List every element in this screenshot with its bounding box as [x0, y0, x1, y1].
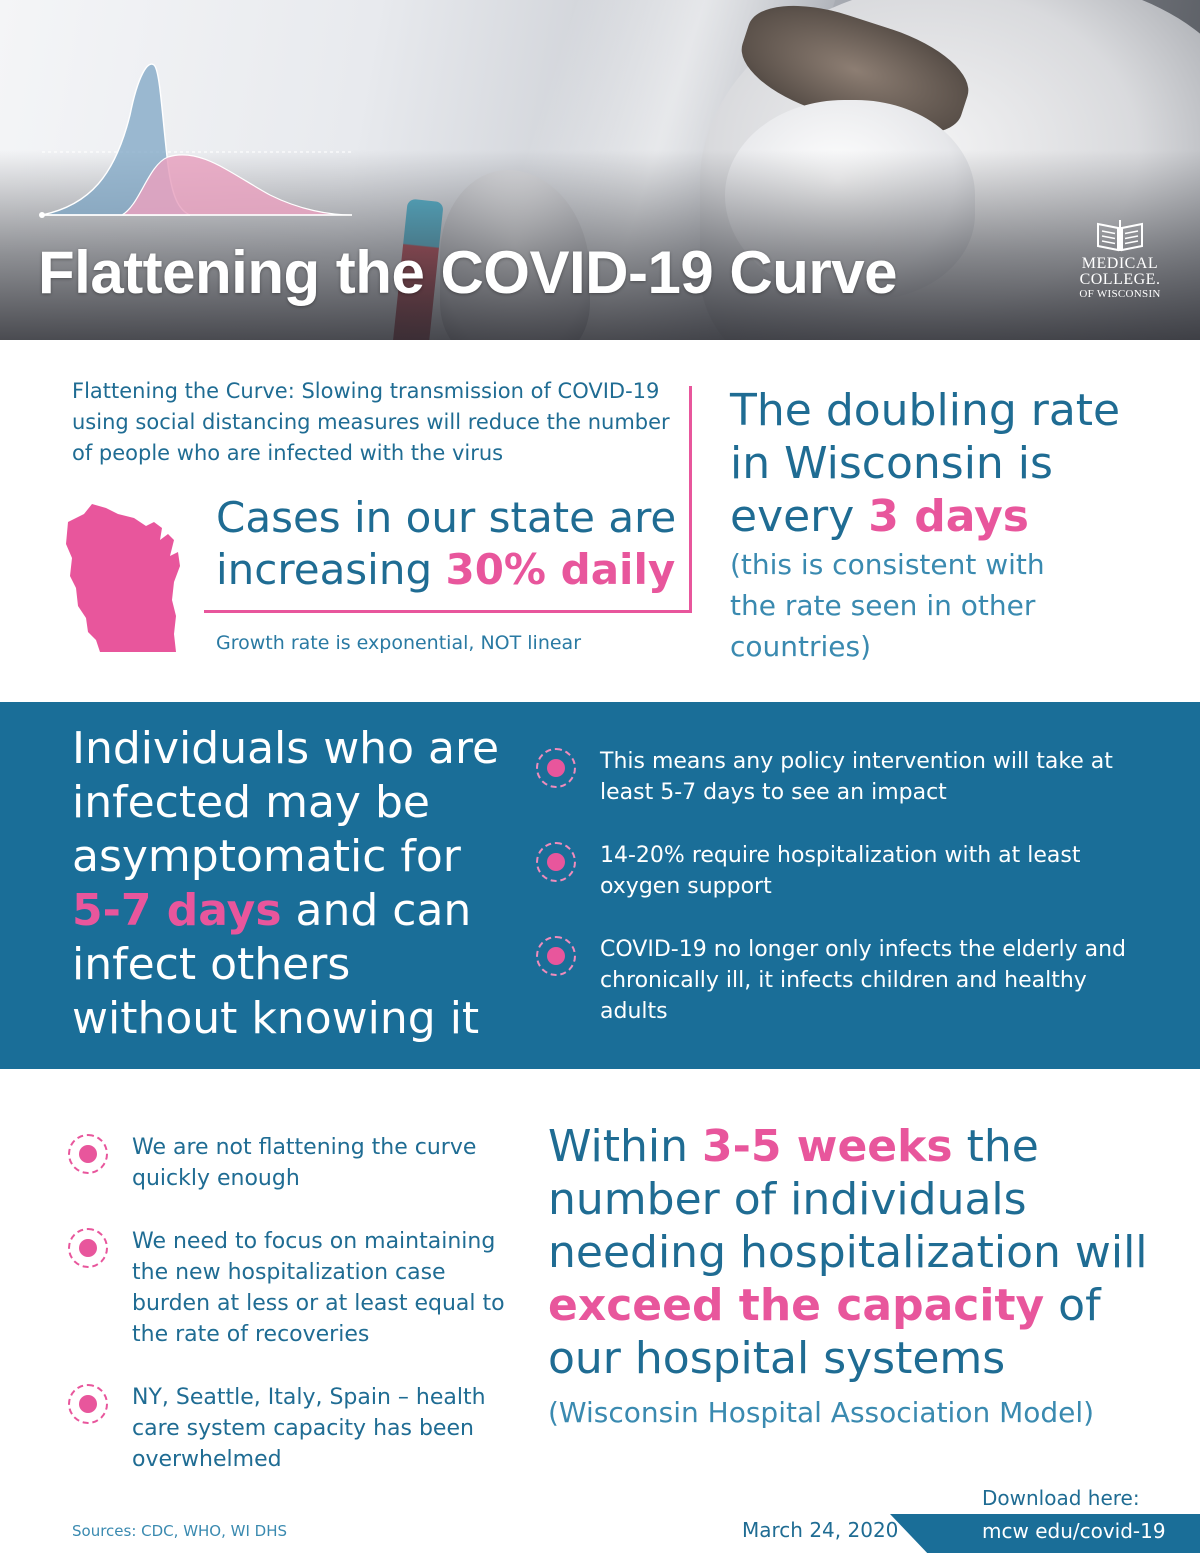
asym-highlight: 5-7 days [72, 885, 282, 936]
asym-text-2: and can infect others without knowing it [72, 885, 480, 1044]
intro-text: Flattening the Curve: Slowing transmissi… [72, 379, 670, 465]
pink-dot-icon [68, 1134, 108, 1174]
sources-note: Sources: CDC, WHO, WI DHS [72, 1522, 288, 1540]
within-text-2: the number of individuals needing hospit… [548, 1121, 1148, 1278]
pink-dot-icon [68, 1384, 108, 1424]
mcw-logo: MEDICAL COLLEGE. OF WISCONSIN [1062, 218, 1178, 301]
hero-banner: Flattening the COVID-19 Curve MEDICAL CO… [0, 0, 1200, 340]
within-text-3: of our hospital systems [548, 1280, 1101, 1384]
bullet-text: This means any policy intervention will … [600, 749, 1113, 805]
list-item: This means any policy intervention will … [536, 746, 1136, 808]
logo-line-3: OF WISCONSIN [1079, 288, 1161, 300]
capacity-statement: Within 3-5 weeks the number of individua… [548, 1120, 1148, 1385]
bullet-text: We need to focus on maintaining the new … [132, 1229, 505, 1347]
download-banner[interactable] [890, 1514, 1200, 1553]
model-source: (Wisconsin Hospital Association Model) [548, 1396, 1095, 1429]
download-label: Download here: [982, 1486, 1140, 1510]
flatten-curve-icon [39, 63, 353, 218]
within-text-1: Within [548, 1121, 702, 1172]
bullet-text: 14-20% require hospitalization with at l… [600, 843, 1081, 899]
asymptomatic-statement: Individuals who are infected may be asym… [72, 722, 512, 1046]
page-title: Flattening the COVID-19 Curve [38, 239, 897, 306]
bottom-bullet-list: We are not flattening the curve quickly … [68, 1132, 508, 1507]
pink-bracket-divider [204, 386, 692, 613]
doubling-highlight: 3 days [868, 491, 1029, 542]
within-highlight-capacity: exceed the capacity [548, 1280, 1045, 1331]
pink-dot-icon [536, 748, 576, 788]
pink-dot-icon [68, 1228, 108, 1268]
list-item: We need to focus on maintaining the new … [68, 1226, 508, 1350]
list-item: 14-20% require hospitalization with at l… [536, 840, 1136, 902]
cases-text: Cases in our state are increasing [216, 493, 677, 594]
logo-line-1: MEDICAL [1081, 255, 1159, 272]
cases-increasing-statement: Cases in our state are increasing 30% da… [216, 492, 686, 596]
download-link[interactable]: mcw edu/covid-19 [982, 1519, 1166, 1543]
bullet-text: We are not flattening the curve quickly … [132, 1135, 477, 1191]
doubling-rate-statement: The doubling rate in Wisconsin is every … [730, 384, 1170, 543]
doubling-note: (this is consistent with the rate seen i… [730, 548, 1045, 663]
logo-line-2: COLLEGE. [1079, 271, 1161, 288]
doubling-text: The doubling rate in Wisconsin is every [730, 385, 1121, 542]
pink-dot-icon [536, 842, 576, 882]
bullet-text: COVID-19 no longer only infects the elde… [600, 937, 1126, 1024]
blue-band [0, 702, 1200, 1069]
bullet-text: NY, Seattle, Italy, Spain – health care … [132, 1385, 486, 1472]
asym-text-1: Individuals who are infected may be asym… [72, 723, 500, 882]
open-book-icon [1097, 220, 1143, 252]
publish-date: March 24, 2020 [742, 1518, 899, 1542]
list-item: NY, Seattle, Italy, Spain – health care … [68, 1382, 508, 1475]
wisconsin-map-icon [66, 504, 180, 652]
list-item: COVID-19 no longer only infects the elde… [536, 934, 1136, 1027]
within-highlight-weeks: 3-5 weeks [702, 1121, 953, 1172]
pink-dot-icon [536, 936, 576, 976]
blue-band-bullet-list: This means any policy intervention will … [536, 746, 1136, 1059]
list-item: We are not flattening the curve quickly … [68, 1132, 508, 1194]
growth-note: Growth rate is exponential, NOT linear [216, 632, 582, 654]
cases-highlight: 30% daily [445, 545, 676, 594]
